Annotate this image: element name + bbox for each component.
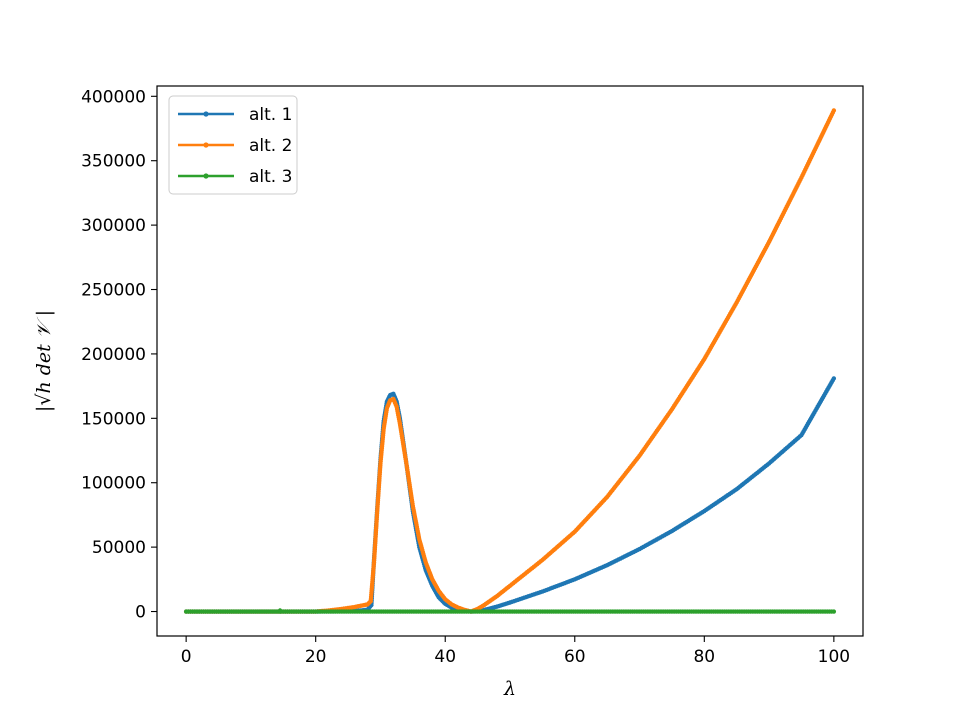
y-tick-label: 150000 — [81, 409, 146, 429]
x-tick-label: 0 — [181, 647, 192, 667]
y-tick-label: 350000 — [81, 152, 146, 172]
y-tick-label: 400000 — [81, 87, 146, 107]
legend-entry-3: alt. 3 — [178, 167, 292, 187]
y-tick-label: 100000 — [81, 474, 146, 494]
x-axis-label: λ — [503, 678, 516, 700]
y-tick-label: 50000 — [92, 538, 146, 558]
x-tick-label: 40 — [434, 647, 456, 667]
legend-label: alt. 2 — [249, 136, 292, 156]
legend-swatch-marker — [203, 173, 209, 179]
series-layer — [183, 108, 837, 614]
x-ticks: 0 20 40 60 80 100 — [181, 636, 850, 667]
y-axis-label: |√h det 𝒱 | — [33, 310, 55, 412]
legend-label: alt. 1 — [249, 105, 292, 125]
y-tick-label: 250000 — [81, 281, 146, 301]
y-tick-label: 200000 — [81, 345, 146, 365]
y-tick-label: 0 — [135, 603, 146, 623]
legend: alt. 1 alt. 2 alt. 3 — [168, 95, 298, 195]
series-point — [831, 609, 837, 614]
y-tick-label: 300000 — [81, 216, 146, 236]
legend-entry-1: alt. 1 — [178, 105, 292, 125]
y-ticks: 0 50000 100000 150000 200000 250000 300000 3500… — [81, 87, 157, 623]
series-3 — [183, 608, 837, 614]
legend-label: alt. 3 — [249, 167, 292, 187]
series-point — [831, 376, 837, 381]
x-tick-label: 80 — [693, 647, 715, 667]
legend-swatch-marker — [203, 111, 209, 117]
legend-entry-2: alt. 2 — [178, 136, 292, 156]
x-tick-label: 20 — [305, 647, 327, 667]
x-tick-label: 100 — [818, 647, 850, 667]
series-2 — [183, 108, 837, 614]
series-point — [831, 108, 837, 113]
x-tick-label: 60 — [564, 647, 586, 667]
legend-swatch-marker — [203, 142, 209, 148]
